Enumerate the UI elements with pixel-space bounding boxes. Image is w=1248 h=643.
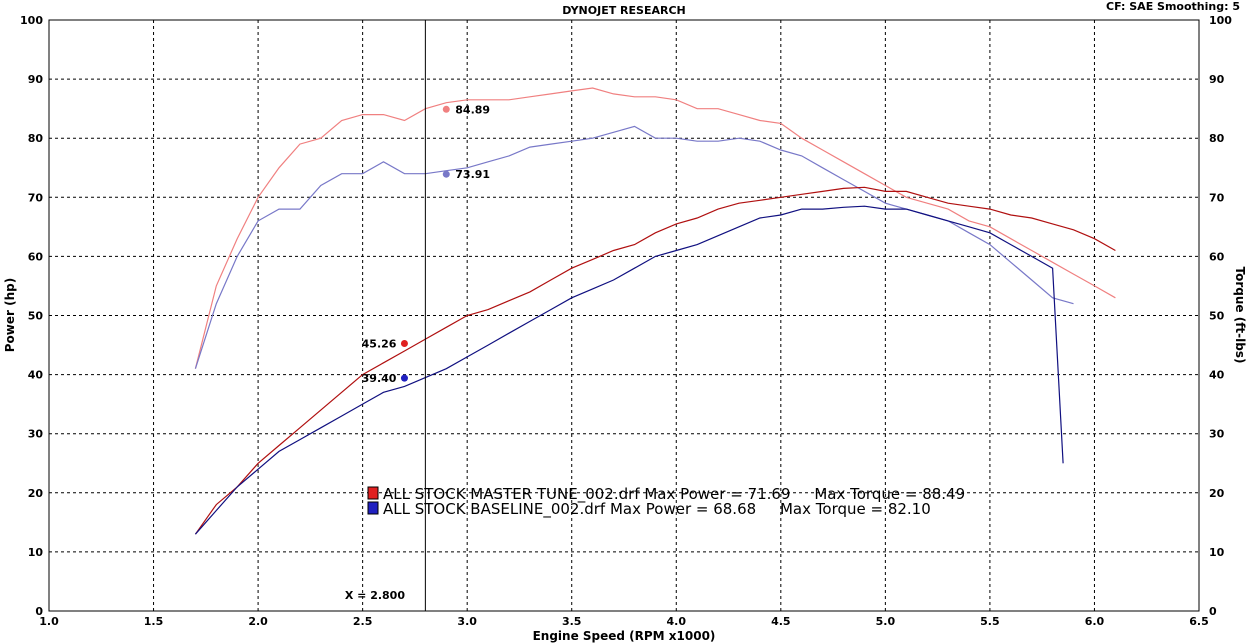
y-tick-label-left: 90 — [28, 73, 44, 86]
x-tick-label: 3.0 — [457, 615, 477, 628]
legend-entry: ALL STOCK MASTER TUNE_002.drf Max Power … — [383, 485, 965, 504]
marker-point — [442, 170, 450, 178]
y-tick-label-left: 80 — [28, 132, 44, 145]
y-tick-label-right: 30 — [1209, 428, 1225, 441]
y-tick-label-right: 90 — [1209, 73, 1225, 86]
x-axis-label: Engine Speed (RPM x1000) — [533, 629, 716, 643]
legend: ALL STOCK MASTER TUNE_002.drf Max Power … — [367, 485, 965, 519]
y-tick-label-right: 80 — [1209, 132, 1225, 145]
y-tick-label-left: 30 — [28, 428, 44, 441]
y-tick-label-right: 10 — [1209, 546, 1225, 559]
y-tick-label-left: 10 — [28, 546, 44, 559]
y-tick-label-left: 0 — [35, 605, 43, 618]
legend-swatch — [367, 486, 379, 500]
y-tick-label-right: 20 — [1209, 487, 1225, 500]
marker-label: 84.89 — [455, 103, 490, 116]
x-tick-label: 4.5 — [771, 615, 791, 628]
corner-info: CF: SAE Smoothing: 5 — [1106, 0, 1240, 13]
y-tick-label-right: 50 — [1209, 310, 1225, 323]
y-tick-label-left: 60 — [28, 250, 44, 263]
x-tick-label: 6.5 — [1189, 615, 1209, 628]
y-tick-label-left: 100 — [20, 14, 43, 27]
y-tick-label-left: 40 — [28, 369, 44, 382]
marker-label: 73.91 — [455, 168, 490, 181]
cursor-label: X = 2.800 — [345, 589, 405, 602]
x-tick-label: 2.5 — [353, 615, 373, 628]
legend-entry: ALL STOCK BASELINE_002.drf Max Power = 6… — [383, 500, 931, 519]
y-tick-label-right: 0 — [1209, 605, 1217, 618]
series-line-torque-0 — [194, 87, 1116, 369]
x-tick-label: 1.0 — [39, 615, 59, 628]
legend-swatch — [367, 501, 379, 515]
series-line-power-3 — [194, 205, 1064, 535]
plot-frame — [48, 19, 1200, 612]
y-tick-label-right: 40 — [1209, 369, 1225, 382]
y-tick-label-left: 70 — [28, 191, 44, 204]
y-tick-label-left: 50 — [28, 310, 44, 323]
plot-area: 1.0 1.5 2.0 2.5 3.0 3.5 4.0 4.5 5.0 5.5 6.0 6.50 010… — [20, 14, 1232, 628]
marker-point — [442, 105, 450, 113]
marker-label: 45.26 — [362, 338, 397, 351]
y-tick-label-left: 20 — [28, 487, 44, 500]
x-tick-label: 5.5 — [980, 615, 1000, 628]
x-tick-label: 4.0 — [667, 615, 687, 628]
series-line-torque-1 — [194, 125, 1074, 369]
x-tick-label: 3.5 — [562, 615, 582, 628]
marker-label: 39.40 — [362, 372, 397, 385]
x-tick-label: 5.0 — [876, 615, 896, 628]
series-line-power-2 — [194, 186, 1116, 535]
y-tick-label-right: 70 — [1209, 191, 1225, 204]
y-tick-label-right: 100 — [1209, 14, 1232, 27]
y-axis-right-label: Torque (ft-lbs) — [1233, 267, 1247, 364]
x-tick-label: 2.0 — [248, 615, 268, 628]
marker-point — [400, 374, 408, 382]
chart-title: DYNOJET RESEARCH — [562, 4, 685, 17]
x-tick-label: 1.5 — [144, 615, 164, 628]
x-tick-label: 6.0 — [1085, 615, 1105, 628]
y-tick-label-right: 60 — [1209, 250, 1225, 263]
marker-point — [400, 340, 408, 348]
y-axis-left-label: Power (hp) — [3, 278, 17, 352]
